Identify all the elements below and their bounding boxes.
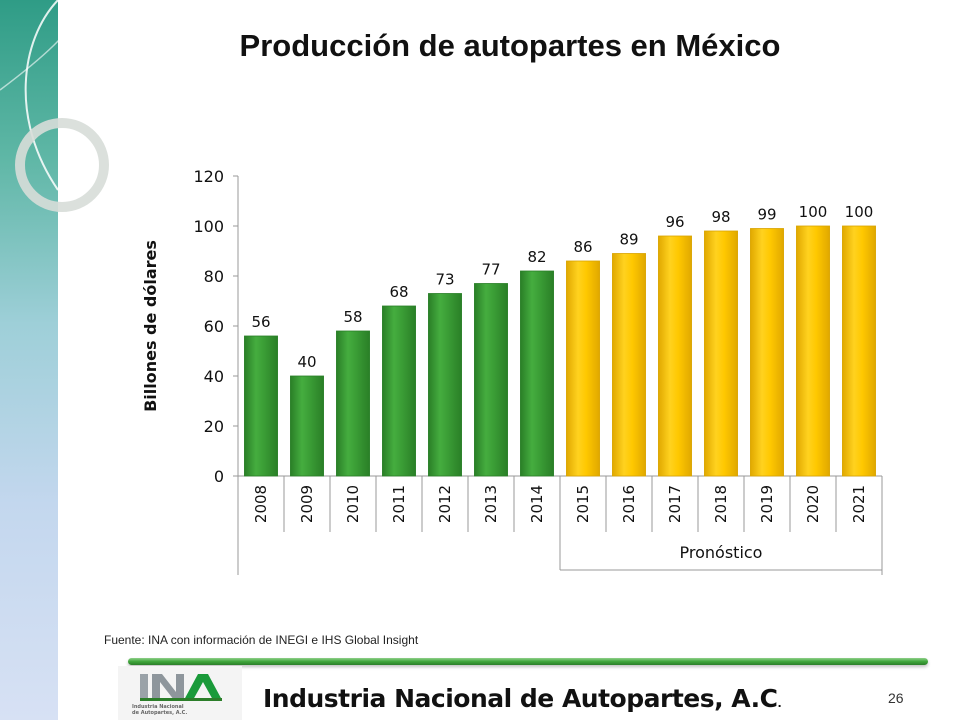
data-label-2010: 58 bbox=[343, 308, 362, 326]
data-label-2020: 100 bbox=[799, 203, 828, 221]
bar-2015 bbox=[566, 260, 600, 477]
decorative-arcs bbox=[0, 0, 109, 212]
y-tick-label: 120 bbox=[193, 167, 224, 186]
data-label-2019: 99 bbox=[757, 206, 776, 224]
x-tick-label-2015: 2015 bbox=[574, 485, 592, 523]
x-tick-label-2016: 2016 bbox=[620, 485, 638, 523]
y-tick-label: 0 bbox=[214, 467, 224, 486]
bar-2014 bbox=[520, 270, 554, 477]
bar-chart: 0 20 40 60 80 100 120 Billones de dólares Pronós… bbox=[141, 167, 883, 575]
bar-2010 bbox=[336, 330, 370, 477]
logo-caption-line-2: de Autopartes, A.C. bbox=[132, 710, 188, 716]
bar-2008 bbox=[244, 335, 278, 477]
bar-2011 bbox=[382, 305, 416, 477]
y-tick-label: 80 bbox=[204, 267, 224, 286]
x-tick-label-2019: 2019 bbox=[758, 485, 776, 523]
x-tick-label-2012: 2012 bbox=[436, 485, 454, 523]
data-label-2008: 56 bbox=[251, 313, 270, 331]
y-tick-label: 60 bbox=[204, 317, 224, 336]
y-tick-label: 40 bbox=[204, 367, 224, 386]
x-tick-label-2020: 2020 bbox=[804, 485, 822, 523]
organization-name-text: Industria Nacional de Autopartes, A.C bbox=[263, 684, 778, 713]
logo-caption: Industria Nacional de Autopartes, A.C. bbox=[132, 704, 232, 716]
y-axis-title: Billones de dólares bbox=[141, 240, 160, 412]
data-label-2009: 40 bbox=[297, 353, 316, 371]
ina-logo-mark bbox=[140, 674, 222, 701]
bar-2013 bbox=[474, 283, 508, 477]
x-tick-label-2010: 2010 bbox=[344, 485, 362, 523]
bar-2017 bbox=[658, 235, 692, 477]
data-label-2012: 73 bbox=[435, 271, 454, 289]
bar-2021 bbox=[842, 225, 876, 477]
bar-2018 bbox=[704, 230, 738, 477]
data-label-2021: 100 bbox=[845, 203, 874, 221]
x-tick-label-2014: 2014 bbox=[528, 485, 546, 523]
bar-2016 bbox=[612, 253, 646, 477]
ina-logo: Industria Nacional de Autopartes, A.C. bbox=[118, 666, 242, 720]
bar-2012 bbox=[428, 293, 462, 477]
x-tick-label-2021: 2021 bbox=[850, 485, 868, 523]
data-label-2014: 82 bbox=[527, 248, 546, 266]
x-tick-label-2008: 2008 bbox=[252, 485, 270, 523]
data-label-2016: 89 bbox=[619, 231, 638, 249]
x-tick-label-2018: 2018 bbox=[712, 485, 730, 523]
x-tick-label-2013: 2013 bbox=[482, 485, 500, 523]
logo-caption-line-1: Industria Nacional bbox=[132, 704, 184, 710]
x-tick-label-2009: 2009 bbox=[298, 485, 316, 523]
x-tick-label-2011: 2011 bbox=[390, 485, 408, 523]
page-number: 26 bbox=[888, 690, 904, 706]
organization-name-suffix: . bbox=[777, 697, 782, 710]
bar-2019 bbox=[750, 228, 784, 477]
data-label-2015: 86 bbox=[573, 238, 592, 256]
y-tick-label: 100 bbox=[193, 217, 224, 236]
bar-2020 bbox=[796, 225, 830, 477]
y-tick-label: 20 bbox=[204, 417, 224, 436]
category-group-label: Pronóstico bbox=[680, 543, 763, 562]
data-label-2018: 98 bbox=[711, 208, 730, 226]
slide-title: Producción de autopartes en México bbox=[239, 28, 781, 63]
organization-name: Industria Nacional de Autopartes, A.C. bbox=[263, 684, 782, 713]
data-label-2013: 77 bbox=[481, 261, 500, 279]
footer-divider bbox=[128, 658, 928, 665]
x-tick-label-2017: 2017 bbox=[666, 485, 684, 523]
data-label-2017: 96 bbox=[665, 213, 684, 231]
source-note: Fuente: INA con información de INEGI e I… bbox=[104, 633, 419, 647]
bar-2009 bbox=[290, 375, 324, 477]
data-label-2011: 68 bbox=[389, 283, 408, 301]
